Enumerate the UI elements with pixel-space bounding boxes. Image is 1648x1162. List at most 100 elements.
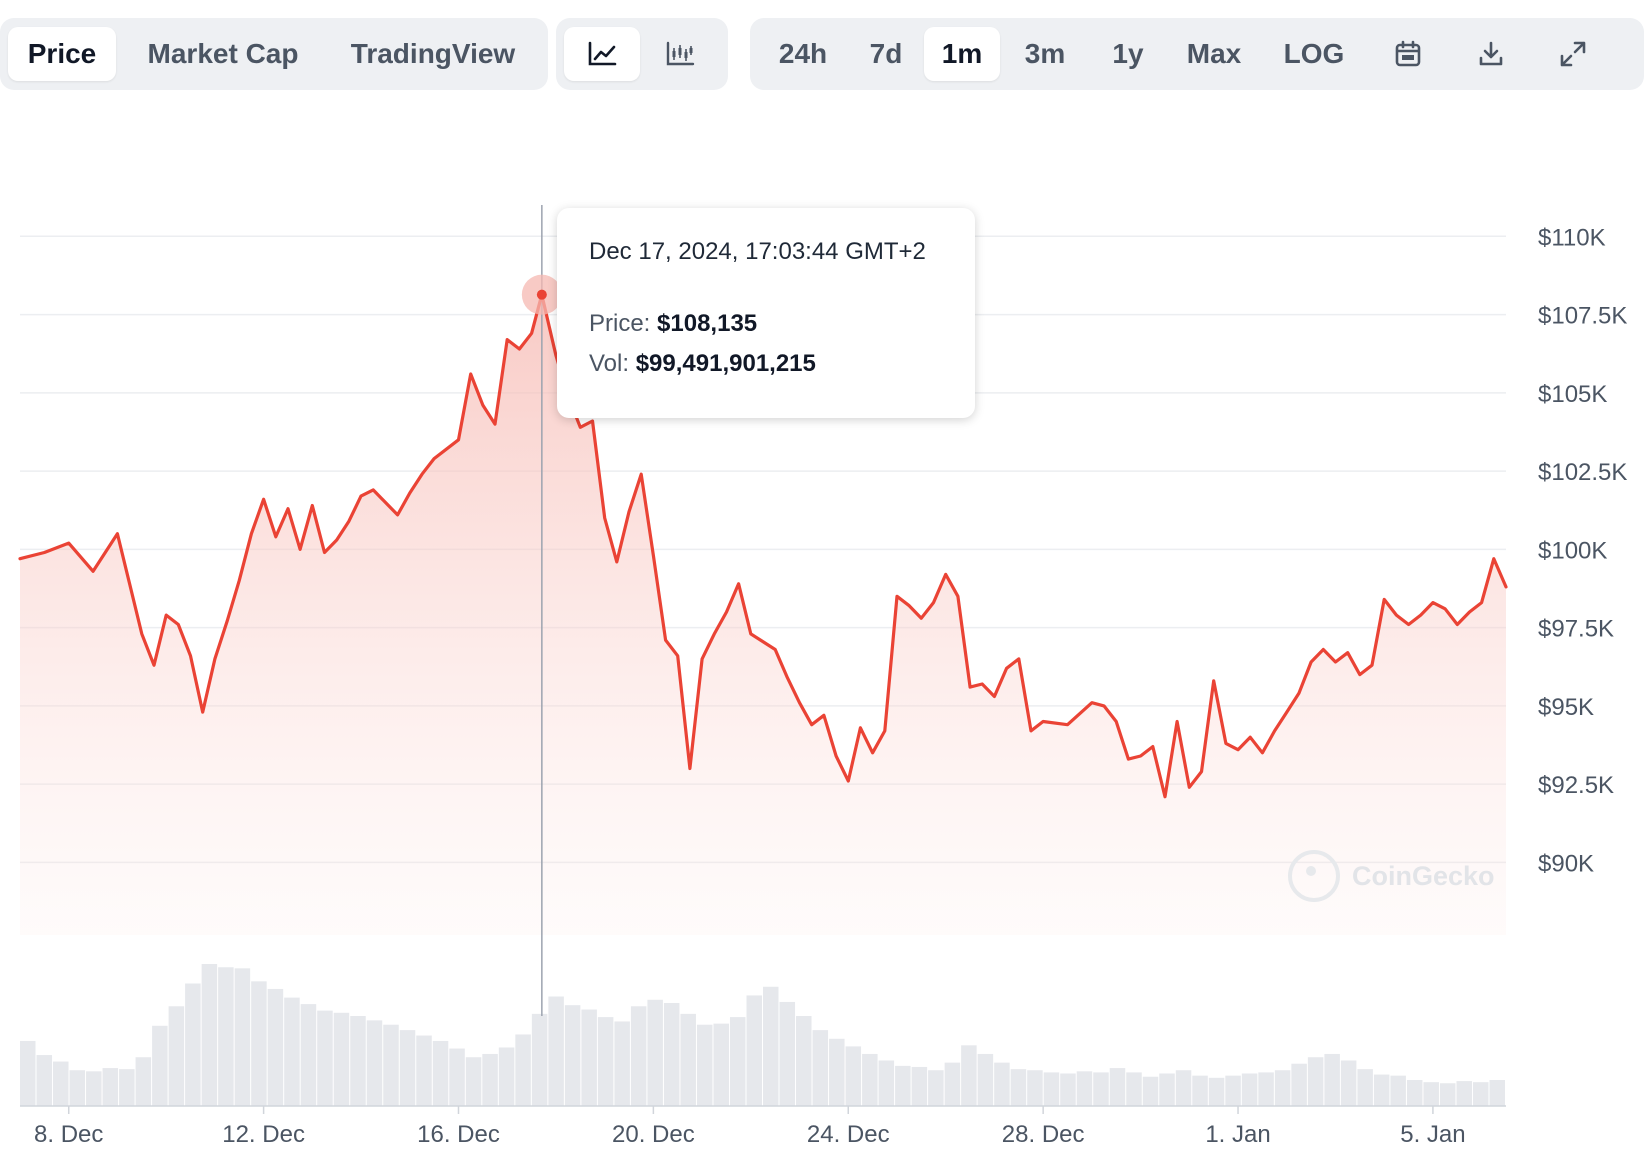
volume-bar bbox=[548, 996, 564, 1106]
volume-bar bbox=[729, 1017, 746, 1106]
tab-price[interactable]: Price bbox=[8, 27, 116, 81]
download-button[interactable] bbox=[1450, 27, 1532, 81]
volume-bar bbox=[300, 1004, 317, 1106]
volume-bar bbox=[1225, 1075, 1241, 1106]
x-tick-label: 20. Dec bbox=[612, 1121, 695, 1148]
volume-bar bbox=[845, 1046, 862, 1106]
volume-bar bbox=[1274, 1070, 1291, 1106]
tooltip-price-value: $108,135 bbox=[657, 310, 758, 337]
volume-bar bbox=[498, 1047, 515, 1106]
volume-bar bbox=[1208, 1077, 1225, 1106]
volume-bar bbox=[36, 1055, 53, 1106]
chart-type-toggle bbox=[556, 18, 728, 90]
volume-bar bbox=[911, 1066, 928, 1106]
volume-bar bbox=[1010, 1069, 1027, 1106]
volume-bar bbox=[152, 1025, 168, 1106]
volume-bar bbox=[878, 1060, 895, 1106]
volume-bar bbox=[928, 1070, 944, 1106]
volume-bar bbox=[1423, 1082, 1439, 1106]
range-max[interactable]: Max bbox=[1186, 38, 1242, 69]
volume-bar bbox=[1093, 1072, 1109, 1106]
y-axis-labels: $110K $107.5K $105K $102.5K $100K $97.5K $95K $… bbox=[1538, 224, 1627, 877]
volume-bar bbox=[1060, 1073, 1076, 1106]
volume-bar bbox=[1159, 1073, 1175, 1106]
volume-bar bbox=[581, 1009, 597, 1106]
download-icon bbox=[1479, 41, 1503, 66]
y-tick-label: $107.5K bbox=[1538, 303, 1627, 330]
line-chart-button[interactable] bbox=[564, 27, 640, 81]
volume-bar bbox=[218, 967, 234, 1106]
volume-bar bbox=[779, 1001, 796, 1106]
volume-bar bbox=[961, 1045, 977, 1106]
calendar-icon bbox=[1395, 40, 1421, 67]
price-tooltip: Dec 17, 2024, 17:03:44 GMT+2 Price: $108… bbox=[557, 208, 975, 418]
range-1m[interactable]: 1m bbox=[924, 27, 1000, 81]
volume-bar bbox=[696, 1024, 713, 1106]
volume-bar bbox=[977, 1053, 994, 1106]
y-tick-label: $92.5K bbox=[1538, 772, 1614, 799]
log-toggle[interactable]: LOG bbox=[1283, 38, 1345, 69]
candlestick-chart-icon bbox=[666, 41, 695, 66]
y-tick-label: $105K bbox=[1538, 381, 1607, 408]
volume-bar bbox=[383, 1024, 399, 1106]
price-area bbox=[20, 294, 1506, 935]
volume-bar bbox=[284, 997, 300, 1106]
volume-bar bbox=[663, 1003, 680, 1106]
volume-bar bbox=[597, 1017, 614, 1106]
x-tick-label: 16. Dec bbox=[417, 1121, 500, 1148]
volume-bar bbox=[746, 995, 762, 1106]
range-24h[interactable]: 24h bbox=[778, 38, 828, 69]
volume-bar bbox=[317, 1010, 333, 1106]
volume-bar bbox=[1258, 1072, 1274, 1106]
fullscreen-icon bbox=[1560, 41, 1586, 67]
x-tick-label: 8. Dec bbox=[34, 1121, 103, 1148]
volume-bar bbox=[119, 1069, 135, 1106]
volume-bar bbox=[135, 1057, 152, 1106]
candlestick-chart-button[interactable] bbox=[640, 27, 720, 81]
volume-bars bbox=[20, 964, 1505, 1106]
volume-bar bbox=[86, 1071, 102, 1106]
volume-bar bbox=[630, 1006, 647, 1106]
range-7d[interactable]: 7d bbox=[869, 38, 903, 69]
volume-bar bbox=[1076, 1071, 1093, 1106]
volume-bar bbox=[1175, 1070, 1192, 1106]
tooltip-date: Dec 17, 2024, 17:03:44 GMT+2 bbox=[589, 238, 926, 265]
volume-bar bbox=[1043, 1072, 1060, 1106]
volume-bar bbox=[862, 1053, 878, 1106]
tooltip-vol-row: Vol: $99,491,901,215 bbox=[589, 350, 943, 378]
volume-bar bbox=[515, 1034, 531, 1106]
volume-bar bbox=[432, 1040, 449, 1106]
tab-market-cap[interactable]: Market Cap bbox=[147, 38, 299, 69]
tooltip-price-label: Price: bbox=[589, 310, 651, 337]
x-tick-label: 28. Dec bbox=[1002, 1121, 1085, 1148]
y-tick-label: $97.5K bbox=[1538, 616, 1614, 643]
volume-bar bbox=[1291, 1063, 1307, 1106]
volume-bar bbox=[944, 1062, 961, 1106]
volume-bar bbox=[1241, 1073, 1258, 1106]
range-3m[interactable]: 3m bbox=[1024, 38, 1066, 69]
volume-bar bbox=[333, 1012, 350, 1106]
volume-bar bbox=[1406, 1079, 1423, 1106]
calendar-button[interactable] bbox=[1366, 27, 1450, 81]
volume-bar bbox=[1357, 1069, 1373, 1106]
x-tick-label: 12. Dec bbox=[222, 1121, 305, 1148]
volume-bar bbox=[168, 1006, 185, 1106]
line-chart-icon bbox=[588, 41, 617, 66]
volume-bar bbox=[185, 983, 201, 1106]
volume-bar bbox=[796, 1016, 812, 1106]
volume-bar bbox=[895, 1065, 911, 1106]
volume-bar bbox=[647, 999, 663, 1106]
volume-bar bbox=[614, 1021, 630, 1106]
fullscreen-button[interactable] bbox=[1532, 27, 1614, 81]
volume-bar bbox=[1456, 1081, 1472, 1106]
volume-bar bbox=[994, 1062, 1010, 1106]
tab-tradingview[interactable]: TradingView bbox=[350, 38, 516, 69]
range-1y[interactable]: 1y bbox=[1112, 38, 1144, 69]
price-line bbox=[18, 293, 1508, 799]
tooltip-vol-label: Vol: bbox=[589, 350, 630, 377]
volume-bar bbox=[102, 1068, 119, 1106]
range-tabs: 24h 7d 1m 3m 1y Max LOG bbox=[750, 18, 1644, 90]
volume-bar bbox=[1027, 1070, 1043, 1106]
volume-bar bbox=[20, 1040, 36, 1106]
